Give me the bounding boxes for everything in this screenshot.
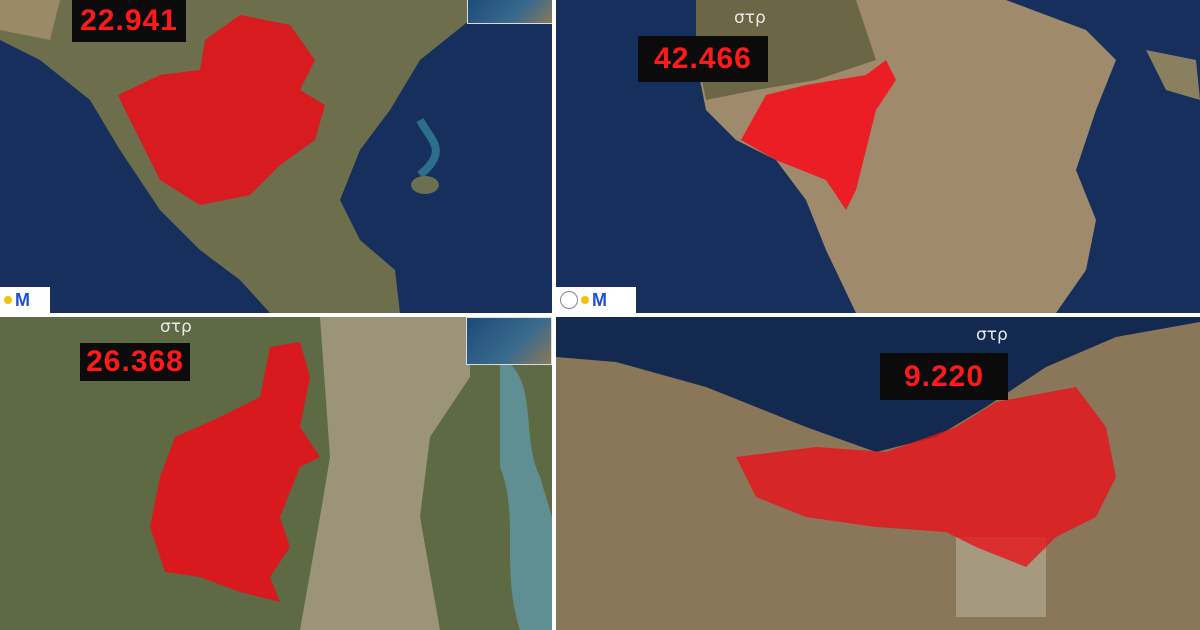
unit-label: στρ bbox=[976, 325, 1008, 345]
map-panel-top-right: στρ 42.466 M bbox=[556, 0, 1200, 313]
inset-map bbox=[467, 0, 552, 24]
burn-area bbox=[118, 15, 325, 205]
burn-area bbox=[741, 60, 896, 210]
burn-area bbox=[150, 342, 320, 602]
satellite-image bbox=[556, 317, 1200, 617]
burned-area-label: 42.466 bbox=[638, 36, 768, 82]
seal-icon bbox=[560, 291, 578, 309]
satellite-image bbox=[696, 0, 1200, 313]
burned-area-value: 9.220 bbox=[903, 359, 985, 393]
satellite-image bbox=[150, 317, 552, 630]
sun-icon bbox=[4, 296, 12, 304]
logo: M bbox=[0, 287, 50, 313]
burned-area-label: 9.220 bbox=[880, 353, 1008, 400]
unit-label: στρ bbox=[160, 317, 192, 337]
inset-map bbox=[466, 317, 552, 365]
satellite-image bbox=[0, 0, 470, 313]
burned-area-value: 42.466 bbox=[654, 42, 752, 75]
burned-area-value: 26.368 bbox=[86, 345, 184, 378]
map-panel-bottom-left: στρ 26.368 bbox=[0, 317, 552, 630]
logo-m: M bbox=[592, 289, 607, 310]
sun-icon bbox=[581, 296, 589, 304]
unit-label: στρ bbox=[734, 8, 766, 28]
burn-area bbox=[736, 387, 1116, 567]
map-panel-bottom-right: στρ 9.220 bbox=[556, 317, 1200, 630]
burned-area-label: 26.368 bbox=[80, 343, 190, 381]
burned-area-value: 22.941 bbox=[80, 4, 178, 37]
burned-area-label: 22.941 bbox=[72, 0, 186, 42]
map-panel-top-left: 22.941 M bbox=[0, 0, 552, 313]
logo-m: M bbox=[15, 289, 30, 310]
logo: M bbox=[556, 287, 636, 313]
